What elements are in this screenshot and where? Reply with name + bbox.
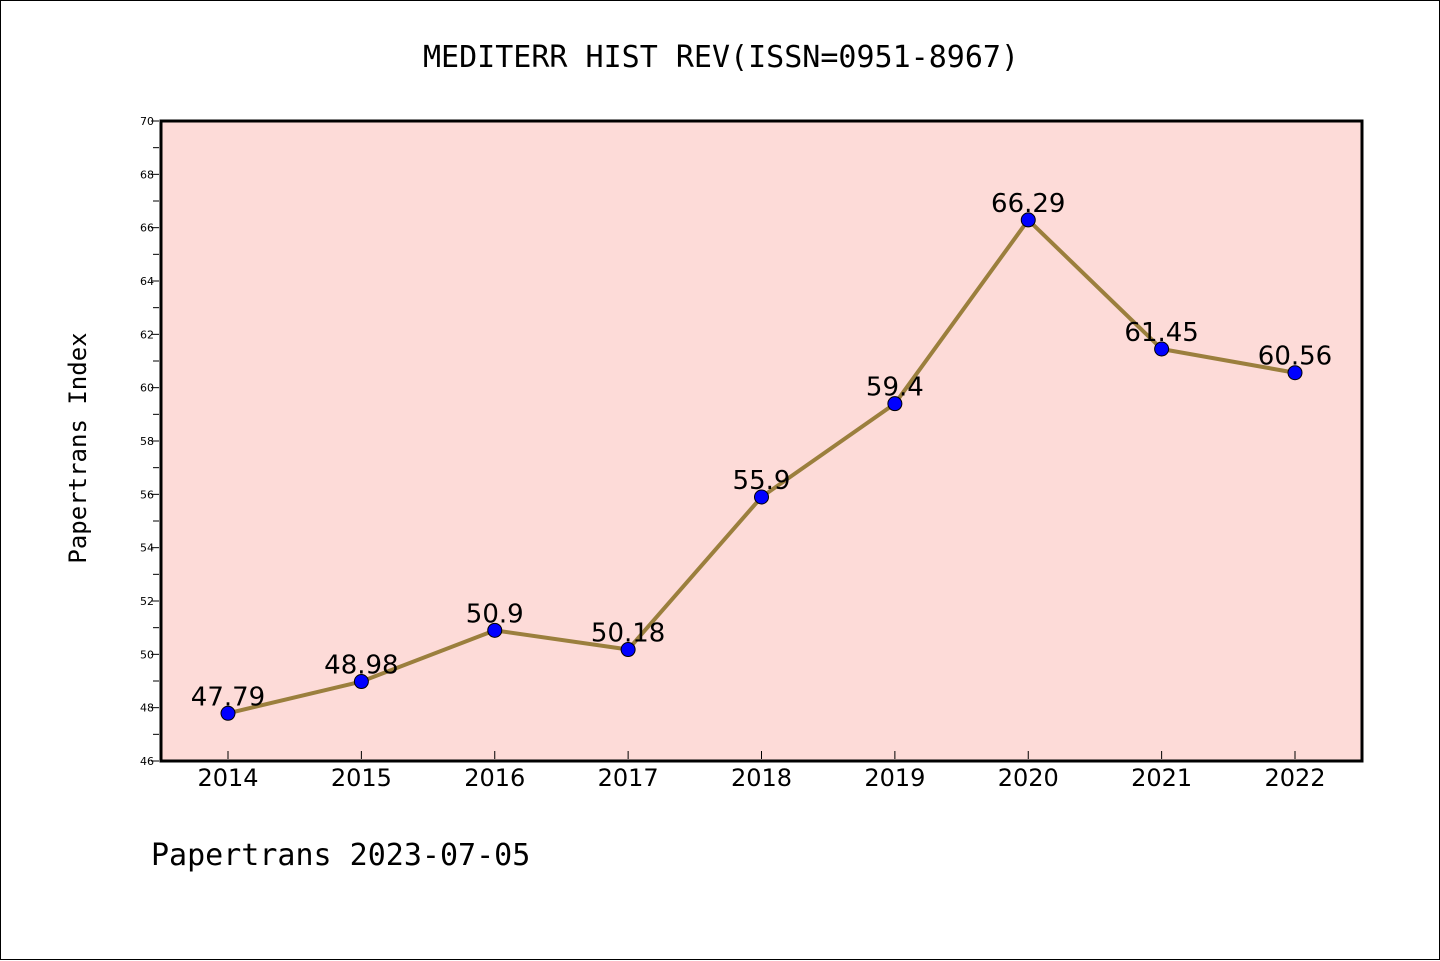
x-tick-label: 2018 (731, 764, 792, 792)
data-label: 61.45 (1124, 318, 1198, 348)
x-tick-label: 2021 (1131, 764, 1192, 792)
x-tick-label: 2017 (598, 764, 659, 792)
x-tick-label: 2016 (464, 764, 525, 792)
y-tick-label: 66 (140, 222, 154, 235)
data-point (1287, 365, 1303, 381)
x-tick-label: 2014 (197, 764, 258, 792)
data-label: 59.4 (866, 373, 924, 403)
y-tick-label: 64 (140, 275, 154, 288)
data-label: 60.56 (1258, 342, 1332, 372)
data-markers (220, 212, 1303, 721)
data-point (620, 642, 636, 658)
y-tick-label: 62 (140, 328, 154, 341)
y-tick-label: 48 (140, 702, 154, 715)
data-label: 47.79 (191, 682, 265, 712)
footer-text: Papertrans 2023-07-05 (151, 838, 530, 873)
y-tick-label: 60 (140, 382, 154, 395)
data-label: 55.9 (733, 466, 791, 496)
y-tick-label: 54 (140, 542, 154, 555)
x-tick-label: 2020 (998, 764, 1059, 792)
y-tick-label: 56 (140, 488, 154, 501)
data-point (353, 674, 369, 690)
plot-area (159, 119, 1364, 763)
y-tick-label: 68 (140, 168, 154, 181)
data-point (220, 705, 236, 721)
data-point (487, 622, 503, 638)
data-label: 48.98 (324, 651, 398, 681)
y-tick-label: 70 (140, 115, 154, 128)
y-tick-label: 52 (140, 595, 154, 608)
data-label: 50.18 (591, 619, 665, 649)
chart-title: MEDITERR HIST REV(ISSN=0951-8967) (423, 40, 1019, 75)
data-point (754, 489, 769, 505)
data-point (1020, 212, 1036, 228)
y-tick-label: 58 (140, 435, 154, 448)
data-label: 66.29 (991, 189, 1065, 219)
x-tick-label: 2015 (331, 764, 392, 792)
y-axis-label: Papertrans Index (64, 332, 92, 563)
x-tick-label: 2022 (1264, 764, 1325, 792)
data-label: 50.9 (466, 599, 524, 629)
data-point (887, 396, 903, 412)
y-axis-ticks: 46 48 50 52 54 56 58 60 62 64 66 68 70 (140, 115, 159, 768)
y-tick-label: 50 (140, 648, 154, 661)
data-labels: 47.79 48.98 50.9 50.18 55.9 59.4 66.29 61.45 60.… (191, 189, 1332, 712)
x-axis-ticks: 2014 2015 2016 2017 2018 2019 2020 2021 2022 (197, 751, 1326, 792)
data-point (1154, 341, 1170, 357)
x-tick-label: 2019 (864, 764, 925, 792)
y-tick-label: 46 (140, 755, 154, 768)
